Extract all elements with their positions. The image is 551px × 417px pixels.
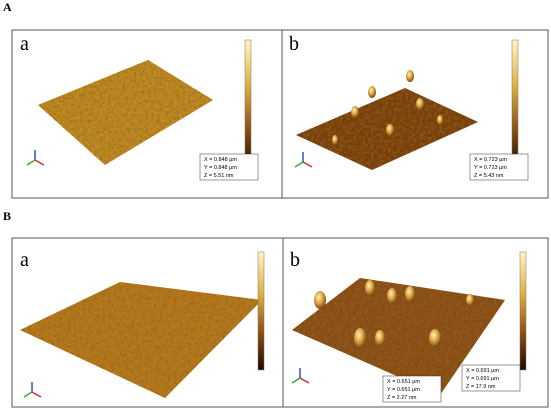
- panel-frame: [11, 237, 549, 408]
- info-text: Z = 5.43 nm: [474, 173, 504, 179]
- peak: [314, 291, 326, 309]
- axis-triad: [23, 368, 310, 398]
- peak: [375, 330, 385, 346]
- info-text: Z = 2.27 nm: [387, 395, 417, 401]
- peaks: [314, 280, 474, 348]
- subpanel-label: a: [20, 249, 29, 271]
- info-box: [199, 153, 259, 181]
- info-text: Y = 0.651 µm: [387, 387, 420, 393]
- peak: [365, 280, 375, 296]
- peak: [354, 328, 366, 348]
- colorbar: [257, 251, 265, 371]
- panel-label: A: [3, 0, 12, 14]
- info-box: [461, 364, 521, 392]
- peak: [386, 124, 394, 136]
- peak: [466, 294, 474, 306]
- peak: [332, 135, 338, 145]
- peak: [368, 86, 376, 98]
- peak: [406, 70, 414, 82]
- info-box: [469, 153, 529, 181]
- peak: [351, 106, 359, 118]
- colorbar: [519, 251, 527, 371]
- colorbar: [244, 39, 252, 171]
- info-text: Y = 0.848 µm: [204, 165, 237, 171]
- info-text: X = 0.723 µm: [474, 157, 507, 163]
- peaks: [332, 70, 443, 145]
- subpanel-label: a: [20, 33, 29, 55]
- peak: [405, 286, 415, 302]
- peak: [437, 115, 443, 125]
- info-text: X = 0.848 µm: [204, 157, 237, 163]
- axis-triad: [26, 150, 313, 168]
- info-text: Y = 0.691 µm: [466, 376, 499, 382]
- peak: [416, 98, 424, 110]
- panel-label: B: [3, 209, 11, 223]
- subpanel-label: b: [290, 249, 300, 271]
- info-text: Z = 17.9 nm: [466, 384, 496, 390]
- surface: [292, 278, 505, 395]
- info-text: Y = 0.723 µm: [474, 165, 507, 171]
- colorbar: [511, 39, 519, 171]
- panel-frame: [11, 29, 549, 199]
- subpanel-label: b: [289, 33, 299, 55]
- surface: [20, 282, 262, 398]
- info-box: [382, 375, 442, 403]
- surface: [38, 60, 213, 165]
- info-text: X = 0.651 µm: [387, 379, 420, 385]
- peak: [429, 329, 441, 347]
- info-text: Z = 5.51 nm: [204, 173, 234, 179]
- info-text: X = 0.691 µm: [466, 368, 499, 374]
- peak: [387, 288, 397, 304]
